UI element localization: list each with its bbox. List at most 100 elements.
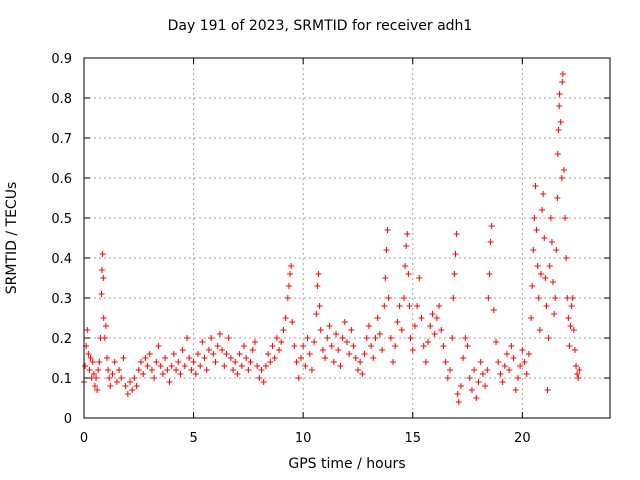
data-point xyxy=(521,359,528,365)
data-point xyxy=(560,167,567,173)
data-point xyxy=(102,323,109,329)
data-point xyxy=(100,275,107,281)
data-point xyxy=(571,347,578,353)
data-point xyxy=(315,271,322,277)
data-point xyxy=(451,271,458,277)
data-point xyxy=(208,335,215,341)
data-point xyxy=(273,335,280,341)
data-point xyxy=(148,367,155,373)
data-point xyxy=(91,383,98,389)
data-point xyxy=(184,335,191,341)
data-point xyxy=(455,399,462,405)
data-point xyxy=(429,311,436,317)
data-point xyxy=(565,315,572,321)
data-point xyxy=(118,375,125,381)
data-point xyxy=(316,303,323,309)
data-point xyxy=(548,239,555,245)
data-point xyxy=(420,343,427,349)
data-point xyxy=(394,319,401,325)
data-point xyxy=(100,315,107,321)
data-point xyxy=(192,371,199,377)
data-point xyxy=(129,387,136,393)
data-point xyxy=(370,355,377,361)
data-point xyxy=(95,367,102,373)
y-tick-label: 0.1 xyxy=(51,372,72,387)
x-axis-label: GPS time / hours xyxy=(288,456,406,472)
plot-frame xyxy=(83,57,611,419)
data-point xyxy=(98,291,105,297)
data-point xyxy=(131,375,138,381)
data-point xyxy=(304,335,311,341)
data-point xyxy=(542,275,549,281)
data-point xyxy=(558,175,565,181)
data-point xyxy=(407,335,414,341)
data-point xyxy=(471,367,478,373)
data-point xyxy=(497,371,504,377)
data-point xyxy=(475,379,482,385)
data-point xyxy=(352,355,359,361)
data-point xyxy=(137,359,144,365)
data-point xyxy=(311,339,318,345)
data-point xyxy=(260,379,267,385)
data-point xyxy=(267,359,274,365)
data-point xyxy=(203,367,210,373)
data-point xyxy=(564,295,571,301)
data-point xyxy=(534,263,541,269)
data-point xyxy=(556,103,563,109)
data-point xyxy=(403,243,410,249)
data-point xyxy=(135,367,142,373)
data-point xyxy=(153,359,160,365)
data-point xyxy=(314,283,321,289)
data-point xyxy=(569,295,576,301)
data-point xyxy=(216,331,223,337)
data-point xyxy=(247,359,254,365)
data-point xyxy=(285,283,292,289)
data-point xyxy=(431,331,438,337)
chart-title: Day 191 of 2023, SRMTID for receiver adh… xyxy=(167,18,473,34)
data-point xyxy=(175,359,182,365)
data-point xyxy=(531,215,538,221)
data-point xyxy=(170,351,177,357)
data-point xyxy=(251,339,258,345)
data-point xyxy=(379,347,386,353)
data-point xyxy=(210,351,217,357)
data-point xyxy=(536,327,543,333)
data-point xyxy=(499,379,506,385)
data-point xyxy=(568,303,575,309)
data-point xyxy=(256,375,263,381)
data-point xyxy=(405,271,412,277)
data-point xyxy=(271,355,278,361)
data-point xyxy=(344,339,350,345)
data-point xyxy=(219,347,226,353)
data-point xyxy=(556,91,563,97)
data-point xyxy=(501,363,508,369)
data-point xyxy=(94,387,101,393)
data-point xyxy=(201,355,208,361)
data-point xyxy=(528,315,535,321)
data-point xyxy=(322,355,329,361)
data-point xyxy=(508,343,515,349)
data-point xyxy=(249,347,256,353)
data-point xyxy=(545,335,552,341)
data-point xyxy=(384,227,391,233)
data-point xyxy=(354,367,361,373)
data-point xyxy=(392,343,399,349)
data-point xyxy=(457,383,464,389)
data-point xyxy=(280,327,287,333)
data-point xyxy=(400,295,407,301)
data-point xyxy=(214,343,221,349)
data-point xyxy=(473,395,480,401)
data-point xyxy=(333,331,340,337)
data-point xyxy=(544,387,551,393)
data-point xyxy=(447,367,454,373)
data-point xyxy=(554,151,561,157)
data-point xyxy=(537,271,544,277)
data-point xyxy=(90,371,97,377)
data-point xyxy=(444,375,451,381)
data-point xyxy=(245,367,252,373)
data-point xyxy=(146,351,153,357)
data-point xyxy=(86,367,93,373)
data-point xyxy=(173,367,180,373)
data-point xyxy=(335,347,342,353)
data-point xyxy=(418,315,425,321)
